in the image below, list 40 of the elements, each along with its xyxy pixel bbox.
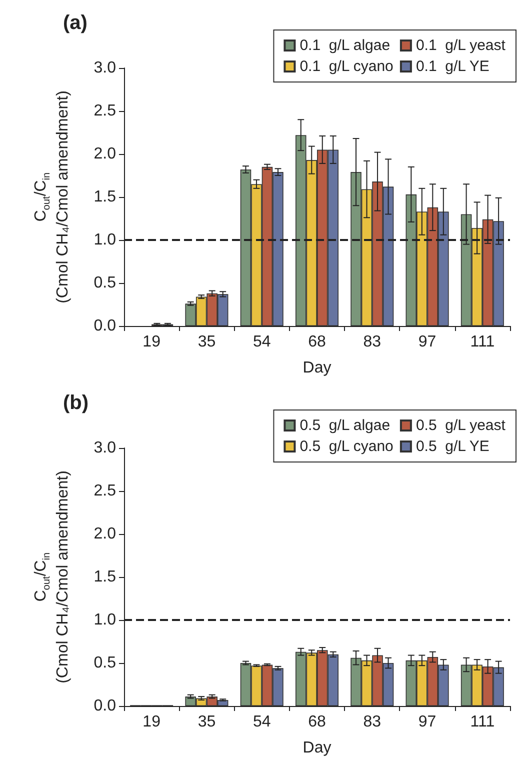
y-tick-label: 2.0 bbox=[94, 146, 116, 162]
legend-label: 0.1 g/L cyano bbox=[300, 58, 394, 75]
y-tick-label: 0.0 bbox=[94, 318, 116, 334]
y-tick-label: 1.0 bbox=[94, 612, 116, 628]
legend-label: 0.1 g/L YE bbox=[416, 58, 490, 75]
legend-label: 0.1 g/L algae bbox=[300, 37, 390, 54]
legend-label: 0.5 g/L yeast bbox=[416, 417, 506, 434]
legend-label: 0.5 g/L algae bbox=[300, 417, 390, 434]
x-tick-label: 54 bbox=[252, 714, 271, 730]
x-tick-label: 35 bbox=[198, 714, 216, 730]
chart-title: (b) bbox=[63, 392, 89, 414]
y-tick-label: 2.5 bbox=[94, 102, 116, 120]
x-tick-label: 19 bbox=[142, 334, 161, 350]
y-tick-label: 3.0 bbox=[94, 440, 116, 456]
y-tick-label: 0.0 bbox=[94, 698, 116, 714]
x-tick-label: 68 bbox=[308, 334, 326, 350]
y-tick-label: 0.5 bbox=[94, 274, 116, 292]
x-tick-label: 97 bbox=[418, 334, 436, 350]
legend-label: 0.5 g/L YE bbox=[416, 438, 490, 455]
y-tick-label: 1.5 bbox=[94, 568, 116, 586]
y-tick-label: 1.0 bbox=[94, 232, 116, 248]
x-axis-title: Day bbox=[302, 740, 332, 756]
x-tick-label: 97 bbox=[418, 714, 436, 730]
x-tick-label: 111 bbox=[470, 334, 495, 350]
x-tick-label: 111 bbox=[470, 714, 495, 730]
legend-label: 0.1 g/L yeast bbox=[416, 37, 506, 54]
y-tick-label: 2.5 bbox=[94, 482, 116, 500]
x-axis-title: Day bbox=[302, 360, 332, 376]
x-tick-label: 83 bbox=[363, 334, 382, 350]
y-tick-label: 2.0 bbox=[94, 526, 116, 542]
x-tick-label: 54 bbox=[252, 334, 271, 350]
chart-title: (a) bbox=[63, 12, 88, 34]
x-tick-label: 68 bbox=[308, 714, 326, 730]
x-tick-label: 19 bbox=[142, 714, 161, 730]
y-tick-label: 1.5 bbox=[94, 188, 116, 206]
x-tick-label: 35 bbox=[198, 334, 216, 350]
y-tick-label: 0.5 bbox=[94, 654, 116, 672]
legend-label: 0.5 g/L cyano bbox=[300, 438, 394, 455]
x-tick-label: 83 bbox=[363, 714, 382, 730]
y-tick-label: 3.0 bbox=[94, 60, 116, 76]
